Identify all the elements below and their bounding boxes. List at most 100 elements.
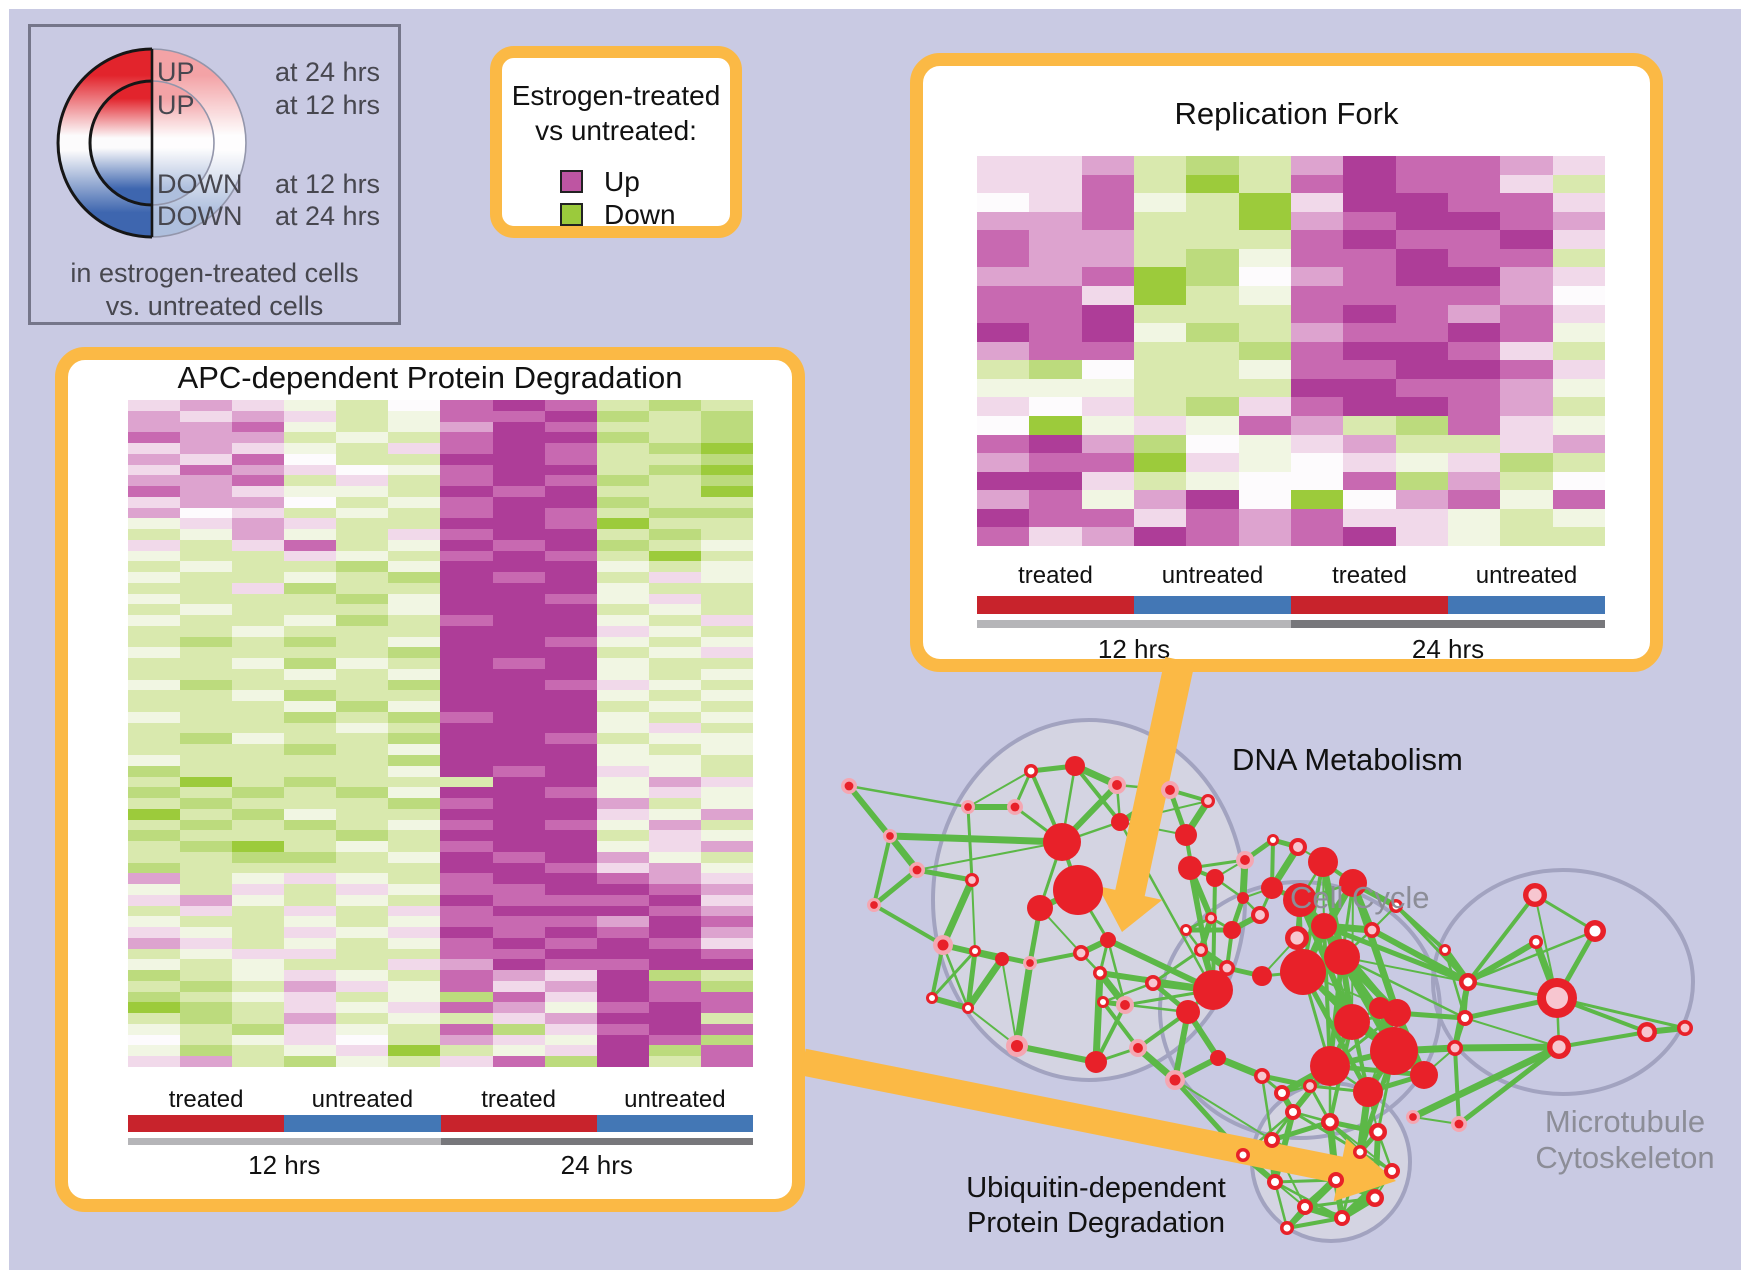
time-label: 24 hrs [1411,634,1485,664]
column-group-label: untreated [624,1086,726,1113]
condition-bar [128,1115,285,1132]
network-node-c5 [1308,847,1338,877]
network-node-c17 [1194,943,1208,957]
updown-time-label: at 12 hrs [275,90,381,120]
network-node-b1 [1193,970,1233,1010]
network-node-c30 [1353,1077,1383,1107]
network-node-c25 [1447,1040,1463,1056]
network-node-m4 [1537,978,1577,1018]
network-node-d18 [1175,824,1197,846]
network-node-c4 [1289,838,1307,856]
network-node-m9 [1677,1020,1693,1036]
network-node-c10 [1223,921,1241,939]
network-node-d4 [1007,799,1023,815]
network-node-c35 [1254,1068,1270,1084]
replication-fork-panel-title: Replication Fork [1174,96,1399,131]
network-node-d13 [995,952,1009,966]
network-node-c3 [1178,856,1202,880]
updown-direction-label: UP [157,57,195,87]
network-node-d3 [1108,776,1126,794]
updown-direction-label: UP [157,90,195,120]
network-node-d6 [965,873,979,887]
column-group-label: treated [481,1086,556,1113]
network-node-u2 [1264,1132,1280,1148]
network-node-d2 [1065,756,1085,776]
network-node-dbig2 [1053,865,1103,915]
time-label: 12 hrs [248,1150,321,1180]
network-node-m8 [1451,1116,1467,1132]
network-node-m7 [1406,1110,1420,1124]
network-node-c33 [1097,996,1109,1008]
condition-bar [977,596,1134,614]
column-group-label: untreated [1475,562,1578,589]
apc-panel-title: APC-dependent Protein Degradation [177,360,683,395]
network-node-c1 [1236,851,1254,869]
cluster-label-microtubule-line2: Cytoskeleton [1535,1140,1715,1175]
network-node-d9 [909,862,925,878]
estrogen-legend-label: Down [604,199,676,230]
column-group-label: treated [1332,562,1407,589]
network-node-d27 [1085,1051,1107,1073]
condition-bar [284,1115,441,1132]
cluster-label-cell-cycle: Cell Cycle [1290,880,1430,915]
network-node-c29 [1310,1046,1350,1086]
network-node-u7 [1366,1189,1384,1207]
condition-bar [440,1115,597,1132]
network-node-d19 [1111,813,1129,831]
network-node-c32 [1129,1039,1147,1057]
network-node-m3 [1529,935,1543,949]
network-node-u10 [1280,1221,1294,1235]
network-node-d12 [969,945,981,957]
cluster-circle-mt [1431,868,1695,1096]
cluster-circle-dna [931,718,1247,1082]
column-group-label: treated [168,1086,244,1113]
network-node-c42 [1145,975,1161,991]
updown-time-label: at 12 hrs [275,169,381,199]
condition-bar [1291,596,1448,614]
cluster-label-ubiquitin-line1: Ubiquitin-dependent [966,1172,1226,1204]
network-node-m6 [1547,1035,1571,1059]
network-node-d24 [926,992,938,1004]
network-node-c19 [1205,912,1217,924]
cluster-circle-cc [1158,880,1442,1140]
network-node-u4 [1321,1113,1339,1131]
time-label: 24 hrs [560,1150,633,1180]
estrogen-legend-box [490,46,742,238]
estrogen-legend-swatch-down-icon [560,203,583,226]
network-node-d5 [961,800,975,814]
network-node-d26 [1006,1035,1028,1057]
time-bar [977,620,1291,628]
network-node-d11 [933,935,953,955]
condition-bar [1448,596,1605,614]
network-node-d10 [883,829,897,843]
updown-legend-caption-line2: vs. untreated cells [105,291,324,321]
network-node-d23 [1116,996,1134,1014]
network-node-c18 [1180,924,1192,936]
network-node-u1 [1236,1148,1250,1162]
network-node-c20 [1237,892,1249,904]
network-node-c37 [1303,1079,1317,1093]
updown-direction-label: DOWN [157,201,243,231]
network-node-d17 [1161,781,1179,799]
network-node-d22 [1093,966,1107,980]
network-node-c26 [1369,997,1391,1019]
network-node-m5 [1637,1022,1657,1042]
network-node-c36 [1274,1085,1290,1101]
network-node-d1 [1024,764,1038,778]
network-node-c12 [1311,913,1337,939]
replication-fork-heatmap [977,156,1605,546]
condition-bar [1134,596,1291,614]
network-node-c7 [1261,877,1283,899]
network-node-u13 [1353,1145,1367,1159]
estrogen-legend-title-line2: vs untreated: [535,115,697,146]
network-node-dbig1 [1043,823,1081,861]
network-node-c11 [1285,926,1309,950]
updown-legend-caption-line1: in estrogen-treated cells [70,258,359,288]
network-node-c23 [1459,973,1477,991]
network-node-c24 [1457,1010,1473,1026]
estrogen-legend-title-line1: Estrogen-treated [511,80,721,111]
network-node-c38 [1267,834,1279,846]
network-node-d20 [1201,794,1215,808]
network-node-dbig3 [1027,895,1053,921]
network-node-c21 [1364,922,1380,938]
